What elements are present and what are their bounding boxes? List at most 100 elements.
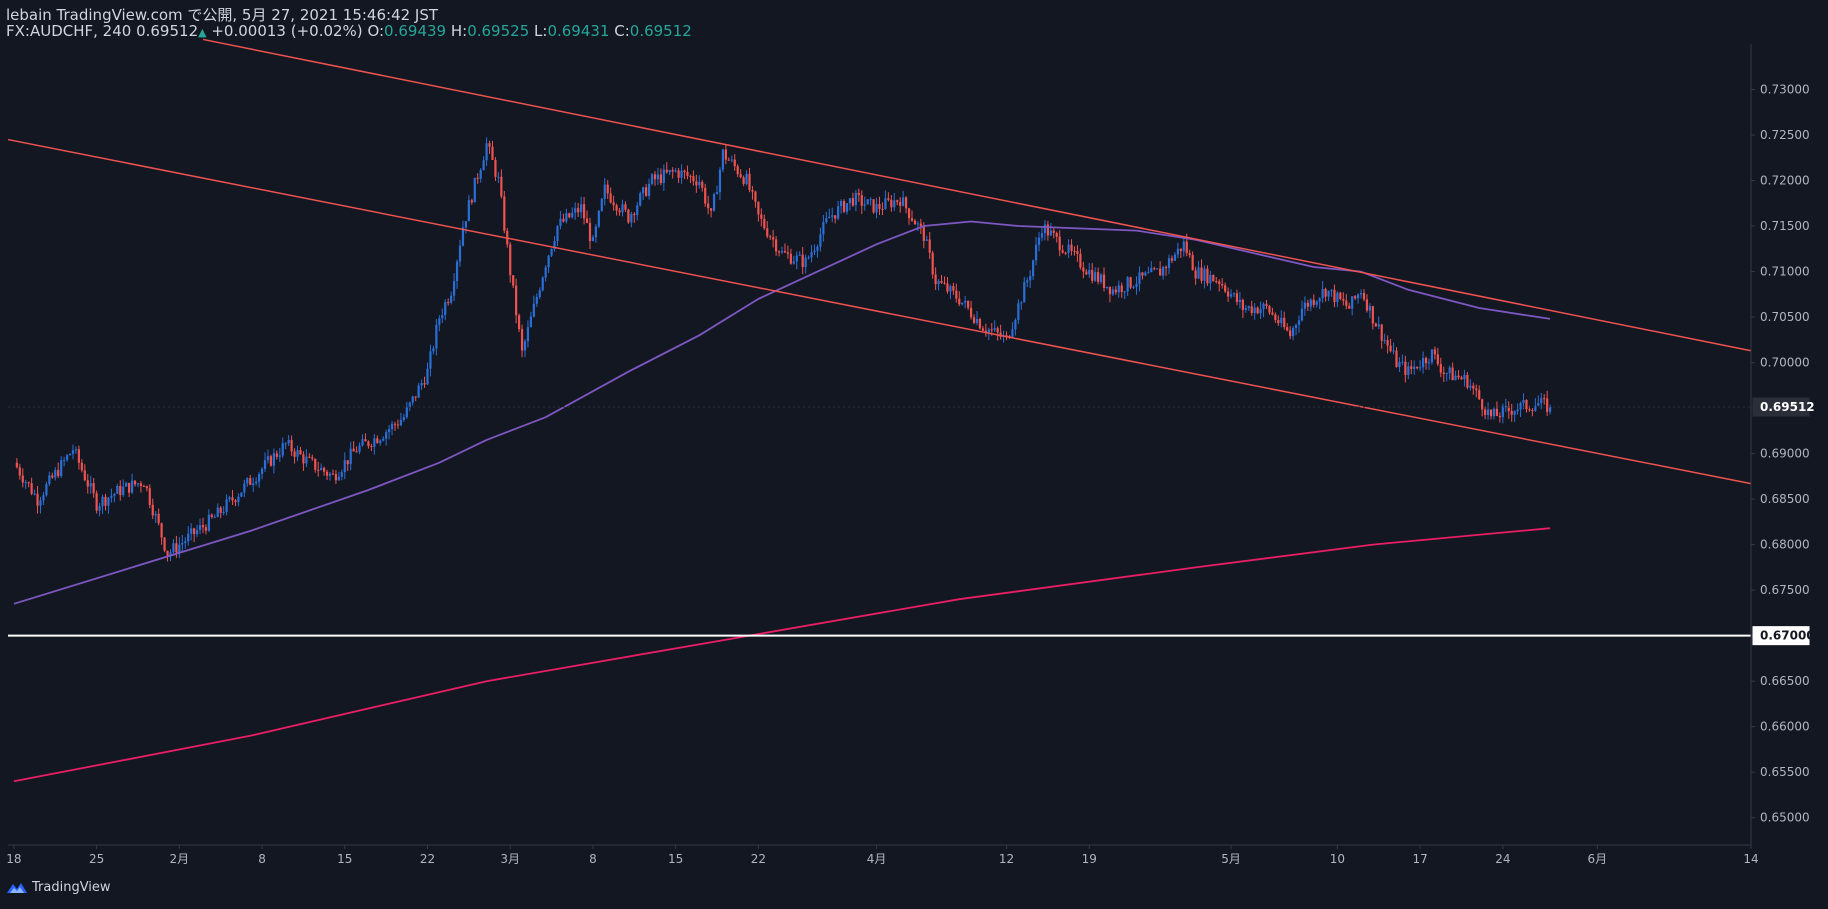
candle-body [411,396,414,403]
footer[interactable]: TradingView [6,880,111,895]
candle-body [1351,296,1354,309]
candle-body [1049,230,1052,236]
candle-body [624,204,627,210]
candle-body [996,328,999,333]
x-tick-label: 15 [668,852,683,866]
candle-body [54,470,57,478]
candle-body [142,485,145,487]
high-label: H: [450,22,468,40]
candle-body [1111,289,1114,295]
candle-body [77,449,81,463]
candle-body [1371,306,1374,324]
candle-body [1283,317,1286,328]
candle-body [355,451,358,453]
candle-body [1091,269,1094,281]
candle-body [243,483,246,493]
candle-body [1377,324,1380,327]
candle-body [769,236,772,238]
candle-body [1117,285,1120,293]
y-tick-label: 0.71000 [1760,265,1810,279]
candle-body [1433,349,1436,355]
candle-body [349,448,352,465]
candle-body [1466,374,1469,388]
candle-body [512,275,515,286]
y-tick-label: 0.69000 [1760,447,1810,461]
low-value: 0.69431 [547,22,610,40]
candle-body [1392,350,1395,352]
candle-body [532,303,535,317]
candle-body [352,448,355,452]
candle-body [139,483,143,486]
candle-body [358,445,361,452]
candle-body [875,203,878,213]
candle-body [1052,230,1055,234]
candle-body [1365,299,1369,311]
candle-body [166,550,169,557]
candle-body [110,495,113,498]
candle-body [1531,410,1534,412]
candle-body [612,202,615,206]
candle-body [1324,288,1327,297]
candle-body [1076,251,1079,254]
candle-body [417,385,420,398]
candle-body [1368,306,1372,311]
candle-body [1342,299,1345,301]
channel-lower-line [7,138,1752,485]
candle-body [1067,244,1070,253]
candle-body [1297,320,1301,325]
candle-body [178,544,181,553]
candle-body [757,201,760,215]
candle-body [618,210,621,213]
candle-body [1055,233,1058,237]
candle-body [1082,267,1085,272]
candle-body [473,177,476,203]
candle-body [1185,241,1188,254]
candle-body [899,201,902,206]
candle-body [556,225,559,242]
candle-body [390,423,394,430]
x-tick-label: 8 [589,852,597,866]
x-tick-label: 5月 [1221,852,1241,866]
candle-body [1061,250,1064,253]
candle-body [574,208,577,213]
candle-body [1079,253,1082,268]
candle-body [893,200,896,208]
y-tick-label: 0.70000 [1760,356,1810,370]
candle-body [1132,286,1135,288]
candle-body [290,440,293,452]
candle-body [382,438,385,441]
candle-body [1407,366,1410,375]
candle-body [71,450,75,454]
candle-body [987,329,990,333]
candle-body [364,439,367,442]
candle-body [1543,398,1546,400]
candle-body [1277,320,1280,324]
candle-body [1070,244,1073,251]
candle-body [1229,294,1233,297]
candle-body [98,506,101,511]
candle-body [704,187,707,204]
candle-body [795,255,798,262]
candle-body [754,191,757,202]
candle-body [636,205,639,216]
y-tick-label: 0.65500 [1760,765,1810,779]
candle-body [1188,253,1191,256]
candle-body [1126,277,1129,292]
candle-body [18,467,21,476]
candle-body [860,195,863,206]
candle-body [216,507,219,517]
candle-body [721,149,725,170]
candle-body [1489,409,1493,417]
candle-body [266,456,270,461]
last-price-badge-box [1752,397,1810,417]
candle-body [715,192,719,195]
candle-body [1510,411,1513,415]
candle-body [1507,406,1510,412]
candle-body [760,214,763,219]
candle-body [1114,289,1117,293]
candle-body [1271,312,1274,315]
candle-body [792,261,795,264]
y-tick-label: 0.67500 [1760,583,1810,597]
candle-body [588,223,592,242]
